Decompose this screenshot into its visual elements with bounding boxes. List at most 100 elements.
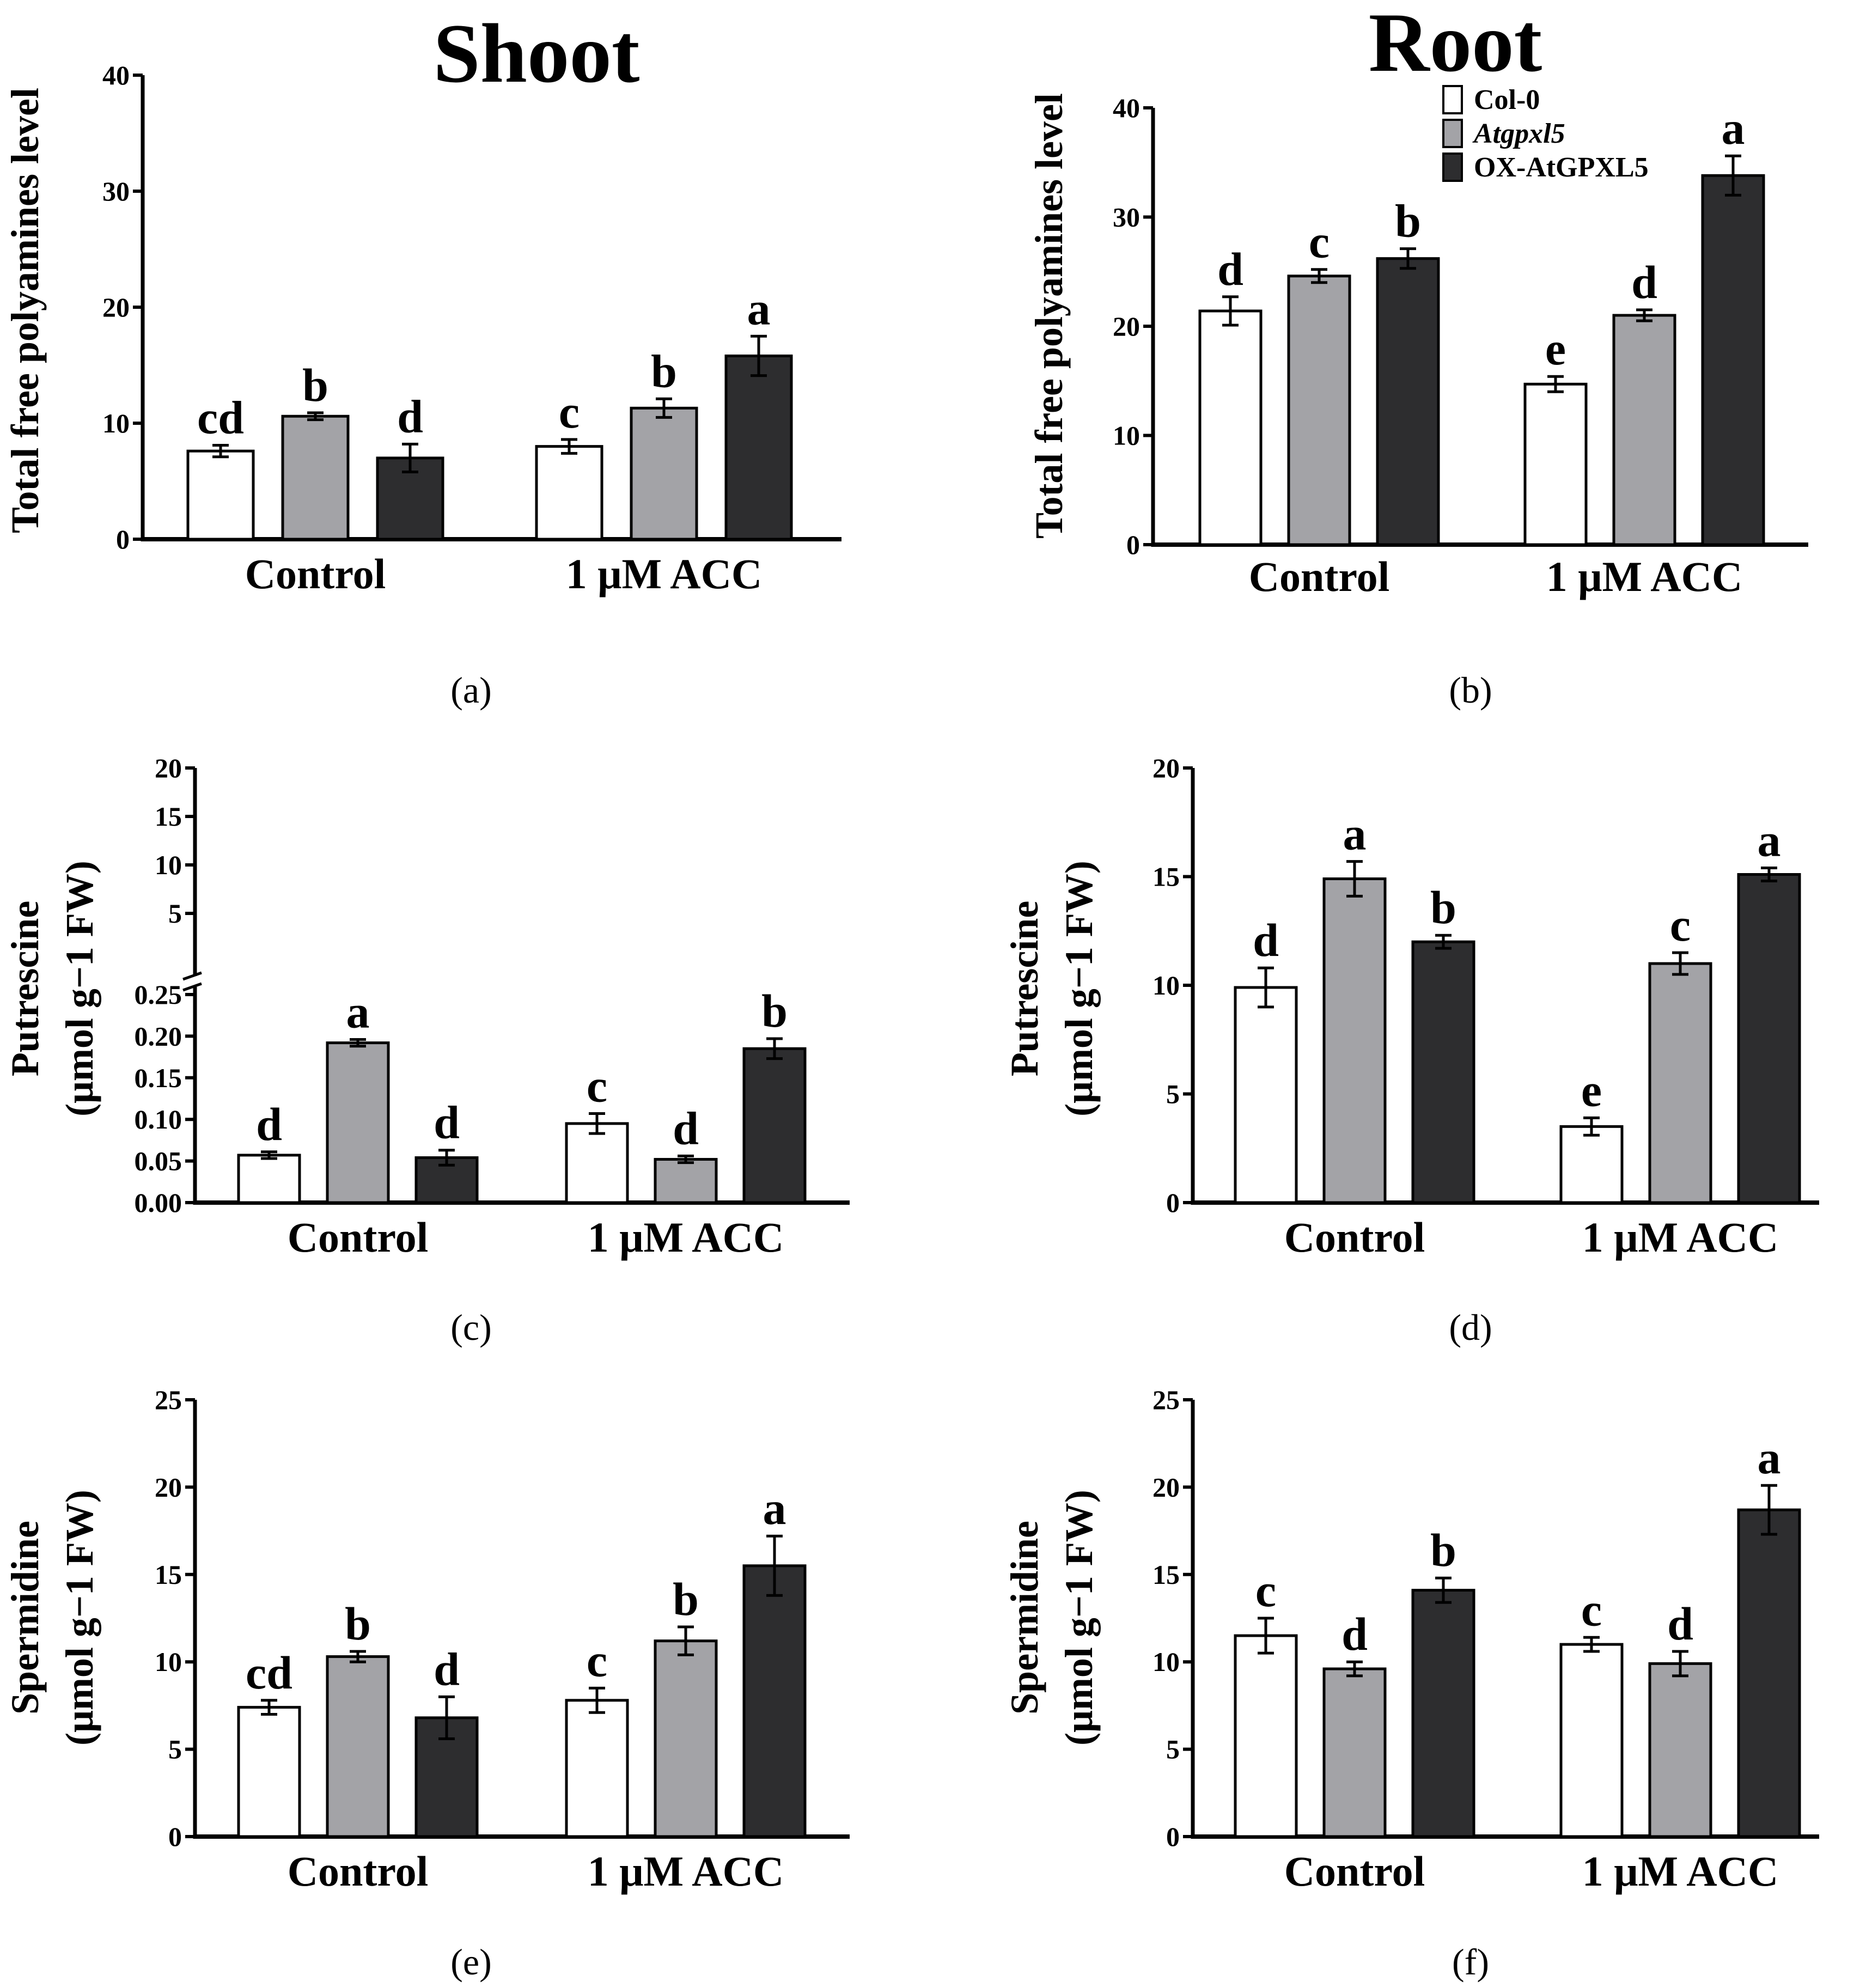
y-tick-label: 10 xyxy=(155,1646,182,1677)
y-axis-label-line: Putrescine xyxy=(3,901,47,1077)
y-axis-label-line: (μmol g−1 FW) xyxy=(1057,1490,1101,1746)
y-axis-label: Total free polyamines level xyxy=(3,88,47,533)
y-tick-label: 10 xyxy=(102,408,130,438)
y-tick-label: 5 xyxy=(1166,1079,1180,1109)
bar xyxy=(1234,986,1298,1204)
y-axis-label-line: (μmol g−1 FW) xyxy=(58,861,101,1117)
y-tick-label: 10 xyxy=(155,850,182,880)
significance-letter: e xyxy=(1545,322,1566,375)
bar xyxy=(281,414,350,541)
bar xyxy=(1523,382,1588,546)
legend-swatch xyxy=(1442,153,1463,182)
bar xyxy=(1322,877,1387,1204)
significance-letter: b xyxy=(1430,1524,1456,1576)
bar xyxy=(1234,1634,1298,1838)
significance-letter: a xyxy=(346,986,370,1038)
category-label: 1 μM ACC xyxy=(1582,1213,1779,1261)
y-tick-label: 40 xyxy=(102,60,130,90)
bar xyxy=(742,1564,807,1838)
significance-letter: c xyxy=(1670,899,1691,951)
y-tick-label: 40 xyxy=(1113,93,1140,123)
significance-letter: e xyxy=(1581,1064,1602,1116)
chart-title: Shoot xyxy=(433,7,639,100)
y-tick-label: 20 xyxy=(1152,1472,1180,1502)
y-axis-label-line: Total free polyamines level xyxy=(1027,93,1071,539)
y-tick-label: 0.00 xyxy=(135,1187,182,1218)
bar xyxy=(1198,309,1263,546)
significance-letter: d xyxy=(434,1096,460,1149)
panel-label: (c) xyxy=(450,1307,491,1348)
bar xyxy=(1737,1508,1801,1838)
significance-letter: b xyxy=(651,345,677,397)
y-tick-label: 15 xyxy=(1152,1559,1180,1590)
panel-label: (e) xyxy=(450,1941,491,1983)
bar xyxy=(654,1158,718,1204)
bar xyxy=(376,456,444,541)
y-tick-label: 0 xyxy=(1126,529,1140,560)
y-tick-label: 10 xyxy=(1152,970,1180,1001)
significance-letter: b xyxy=(1395,195,1421,247)
y-tick-label: 25 xyxy=(1152,1385,1180,1415)
bar xyxy=(1559,1643,1624,1838)
bar xyxy=(1648,1662,1712,1838)
y-tick-label: 20 xyxy=(102,292,130,322)
category-label: Control xyxy=(1249,553,1390,600)
y-axis-label: Spermidine (μmol g−1 FW) xyxy=(3,1490,101,1746)
y-tick-label: 0.25 xyxy=(135,979,182,1010)
significance-letter: d xyxy=(256,1098,282,1150)
y-tick-label: 0 xyxy=(116,524,130,554)
bar xyxy=(326,1041,390,1204)
significance-letter: a xyxy=(1722,102,1745,154)
bar xyxy=(630,406,698,541)
y-axis-label-line: Putrescine xyxy=(1003,901,1046,1077)
significance-letter: a xyxy=(747,282,771,334)
y-tick-label: 10 xyxy=(1152,1646,1180,1677)
y-axis-label-line: Spermidine xyxy=(1003,1521,1046,1715)
bar xyxy=(1648,962,1712,1204)
category-label: Control xyxy=(1284,1847,1425,1895)
y-tick-label: 20 xyxy=(155,1472,182,1502)
bar xyxy=(1376,257,1440,546)
significance-letter: d xyxy=(1217,243,1243,295)
category-label: 1 μM ACC xyxy=(588,1213,784,1261)
panel-label: (f) xyxy=(1452,1941,1489,1983)
y-axis-label: Putrescine (μmol g−1 FW) xyxy=(1003,861,1101,1117)
bar xyxy=(1411,1589,1475,1838)
significance-letter: a xyxy=(763,1482,786,1534)
significance-letter: d xyxy=(1631,256,1657,308)
significance-letter: d xyxy=(673,1102,699,1154)
bar xyxy=(326,1655,390,1838)
significance-letter: b xyxy=(345,1597,371,1650)
y-tick-label: 0.10 xyxy=(135,1104,182,1135)
y-axis-label-line: (μmol g−1 FW) xyxy=(1057,861,1101,1117)
significance-letter: a xyxy=(1758,1431,1781,1484)
category-label: 1 μM ACC xyxy=(1546,553,1743,600)
significance-letter: d xyxy=(1253,914,1279,966)
significance-letter: c xyxy=(587,1060,607,1112)
bar xyxy=(1411,940,1475,1204)
significance-letter: b xyxy=(761,985,788,1037)
y-axis-label: Total free polyamines level xyxy=(1027,93,1071,539)
legend-swatch xyxy=(1442,85,1463,114)
bar xyxy=(1322,1667,1387,1838)
panel-label: (b) xyxy=(1449,669,1492,711)
bar xyxy=(1612,314,1676,546)
bar xyxy=(565,1699,629,1838)
significance-letter: cd xyxy=(197,391,244,443)
bar xyxy=(237,1706,301,1838)
y-axis-label: Spermidine (μmol g−1 FW) xyxy=(1003,1490,1101,1746)
y-tick-label: 15 xyxy=(155,801,182,832)
bar xyxy=(742,1047,807,1204)
significance-letter: d xyxy=(434,1643,460,1695)
significance-letter: d xyxy=(1341,1608,1368,1660)
y-tick-label: 0.20 xyxy=(135,1021,182,1051)
significance-letter: b xyxy=(673,1573,699,1625)
legend-label: OX-AtGPXL5 xyxy=(1474,152,1649,183)
category-label: Control xyxy=(288,1847,429,1895)
bar xyxy=(724,354,793,541)
panel-f: 0 5 10 15 20 25 c d b Control c d a 1 μM ACC Spermidin… xyxy=(1003,1385,1819,1983)
panel-label: (a) xyxy=(450,669,491,711)
bar xyxy=(237,1154,301,1204)
y-tick-label: 10 xyxy=(1113,420,1140,451)
